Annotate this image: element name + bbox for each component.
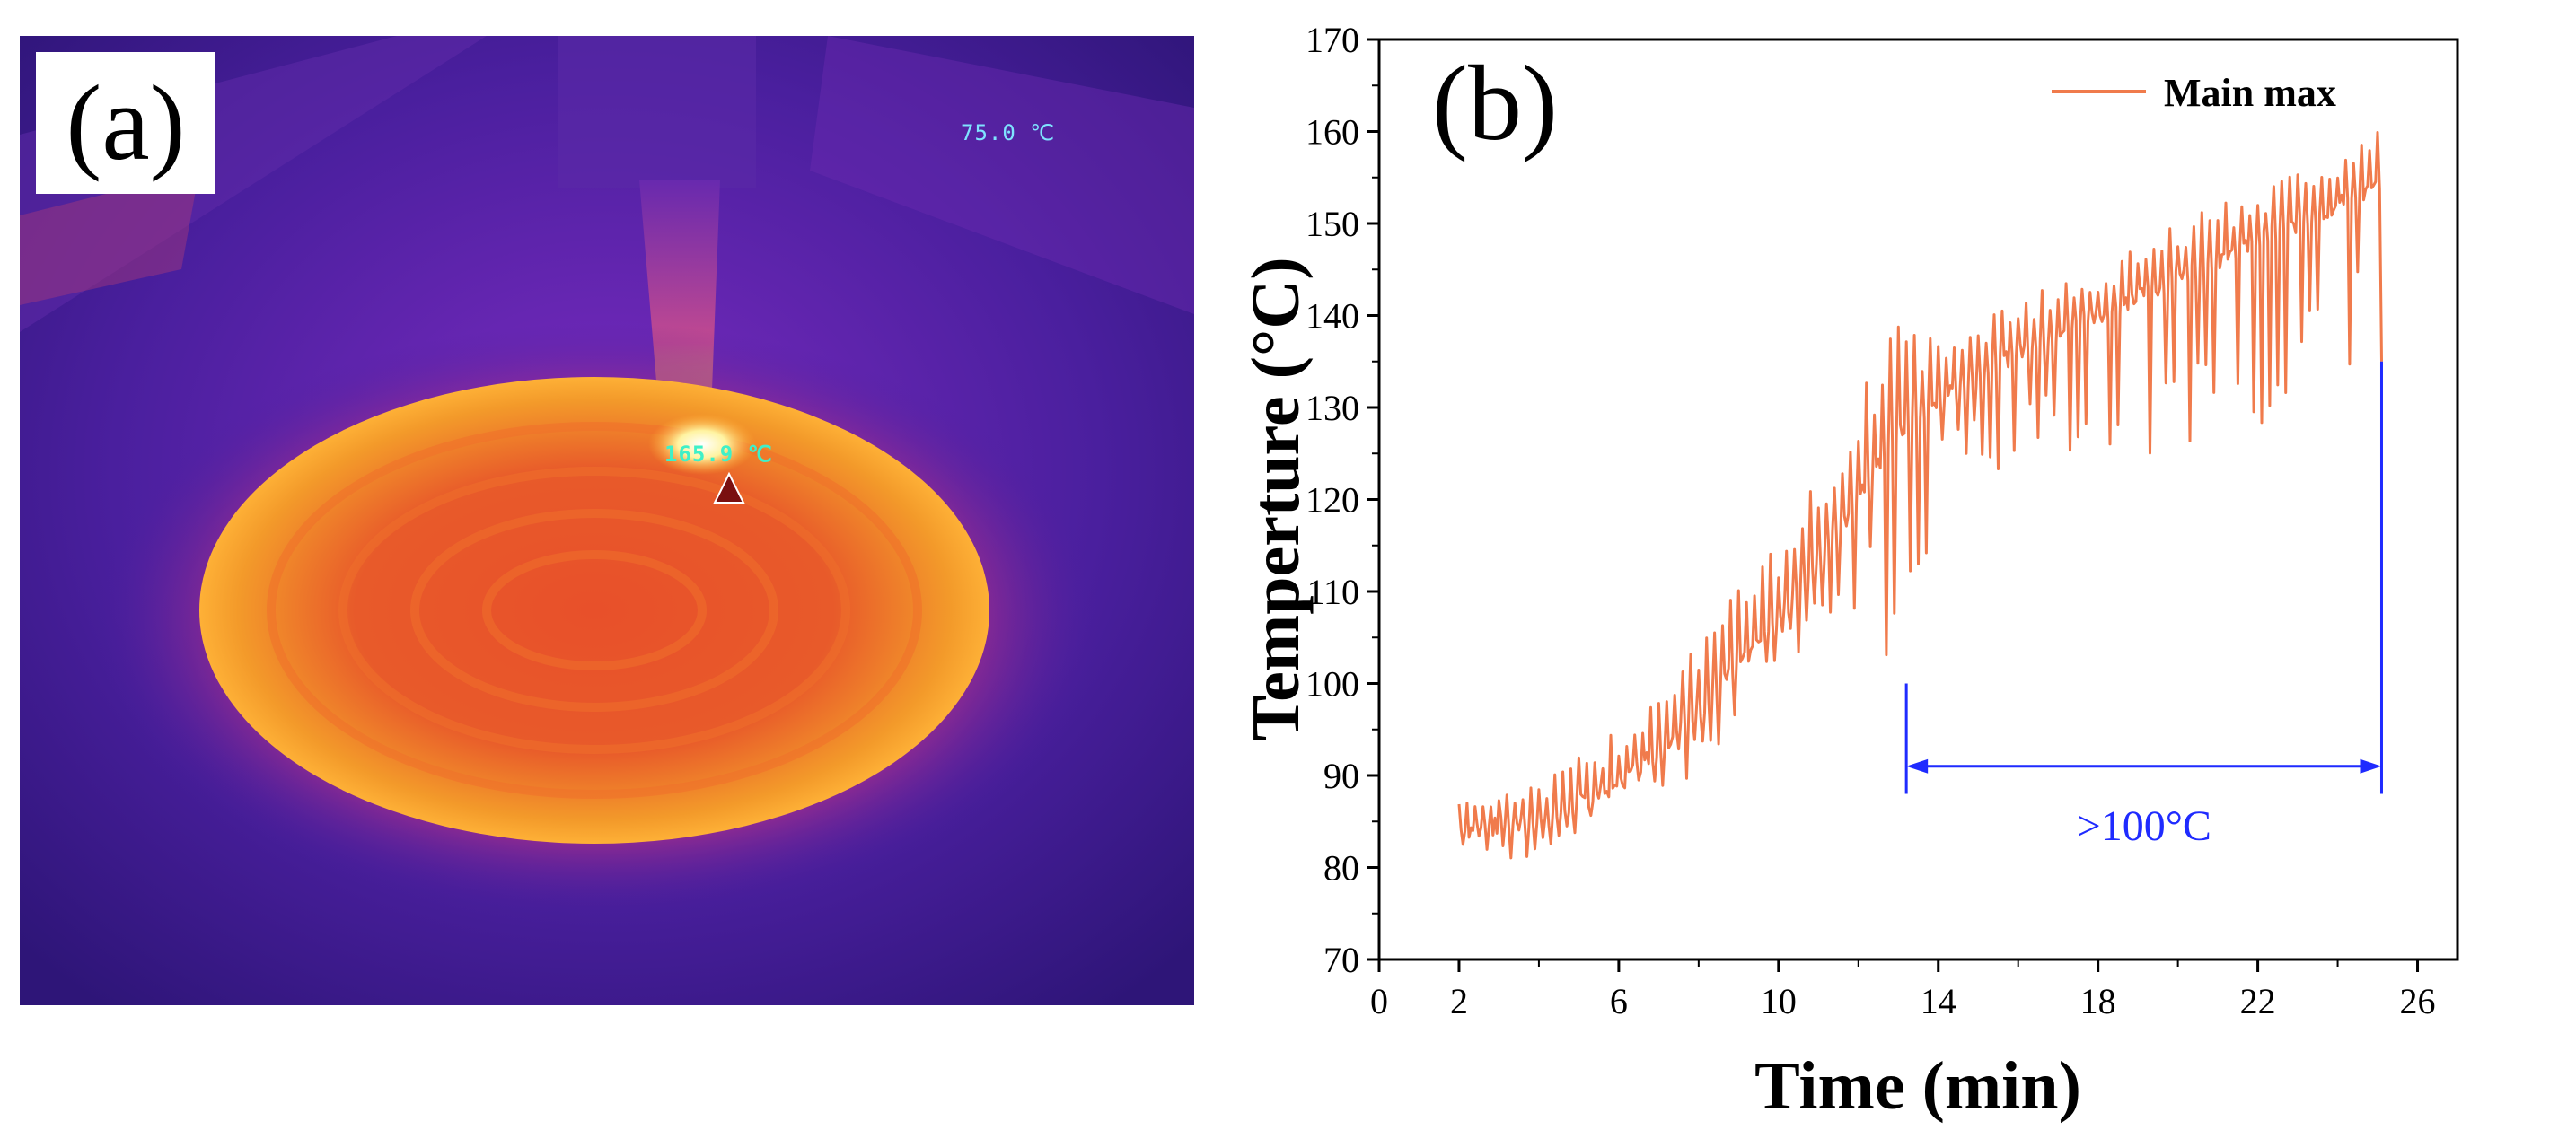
y-tick-label: 150 — [1306, 204, 1359, 244]
y-tick-label: 140 — [1306, 296, 1359, 337]
y-tick-label: 160 — [1306, 112, 1359, 153]
annotation-label: >100°C — [2077, 802, 2211, 850]
legend-label-main-max: Main max — [2164, 71, 2336, 115]
x-tick-label: 18 — [2080, 981, 2116, 1021]
y-tick-label: 100 — [1306, 664, 1359, 705]
x-tick-label: 22 — [2240, 981, 2276, 1021]
chart-panel: 70 80 90 100 110 120 130 140 150 160 170 0 2 6 10 14 18… — [1212, 0, 2576, 1130]
temperature-readout-hotspot: 165.9 ℃ — [664, 442, 773, 467]
x-tick-label: 0 — [1370, 981, 1388, 1021]
x-tick-label: 14 — [1921, 981, 1956, 1021]
y-tick-label: 90 — [1323, 756, 1359, 796]
x-tick-label: 26 — [2400, 981, 2436, 1021]
series-main-max-line — [1457, 131, 2383, 860]
y-tick-label: 120 — [1306, 480, 1359, 521]
panel-b-label: (b) — [1432, 43, 1558, 162]
x-axis-title: Time (min) — [1754, 1048, 2081, 1124]
temperature-readout-top: 75.0 ℃ — [961, 120, 1056, 145]
y-axis-title: Temperture (°C) — [1238, 257, 1314, 740]
annotation-range — [1904, 361, 2383, 794]
y-tick-label: 80 — [1323, 848, 1359, 889]
thermal-image — [20, 36, 1194, 1005]
panel-a-label: (a) — [36, 52, 215, 194]
y-tick-label: 70 — [1323, 940, 1359, 980]
y-tick-label: 130 — [1306, 388, 1359, 428]
thermal-image-panel: (a) 75.0 ℃ 165.9 ℃ — [20, 36, 1194, 1005]
x-tick-label: 6 — [1610, 981, 1628, 1021]
y-axis: 70 80 90 100 110 120 130 140 150 160 170 — [1306, 20, 1379, 980]
x-tick-label: 10 — [1761, 981, 1797, 1021]
x-axis: 0 2 6 10 14 18 22 26 — [1370, 959, 2436, 1021]
y-tick-label: 170 — [1306, 20, 1359, 60]
annotation-arrowhead-right — [2360, 758, 2382, 774]
x-tick-label: 2 — [1450, 981, 1468, 1021]
y-tick-label: 110 — [1306, 572, 1359, 612]
annotation-arrowhead-left — [1906, 758, 1929, 774]
